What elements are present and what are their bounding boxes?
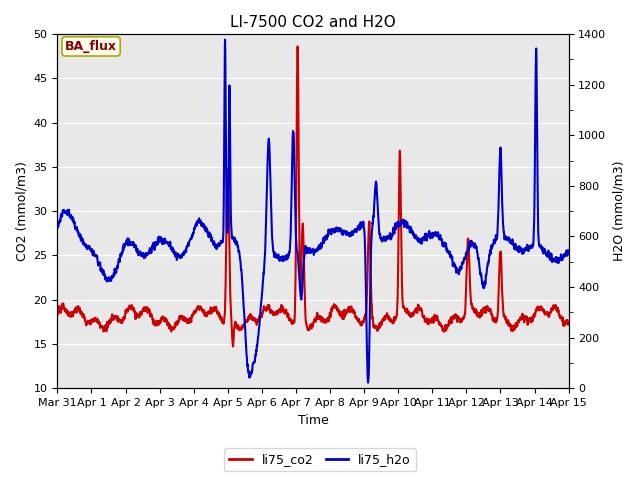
Y-axis label: H2O (mmol/m3): H2O (mmol/m3) — [612, 161, 625, 262]
X-axis label: Time: Time — [298, 414, 328, 427]
Title: LI-7500 CO2 and H2O: LI-7500 CO2 and H2O — [230, 15, 396, 30]
Text: BA_flux: BA_flux — [65, 40, 117, 53]
Y-axis label: CO2 (mmol/m3): CO2 (mmol/m3) — [15, 161, 28, 261]
Legend: li75_co2, li75_h2o: li75_co2, li75_h2o — [224, 448, 416, 471]
